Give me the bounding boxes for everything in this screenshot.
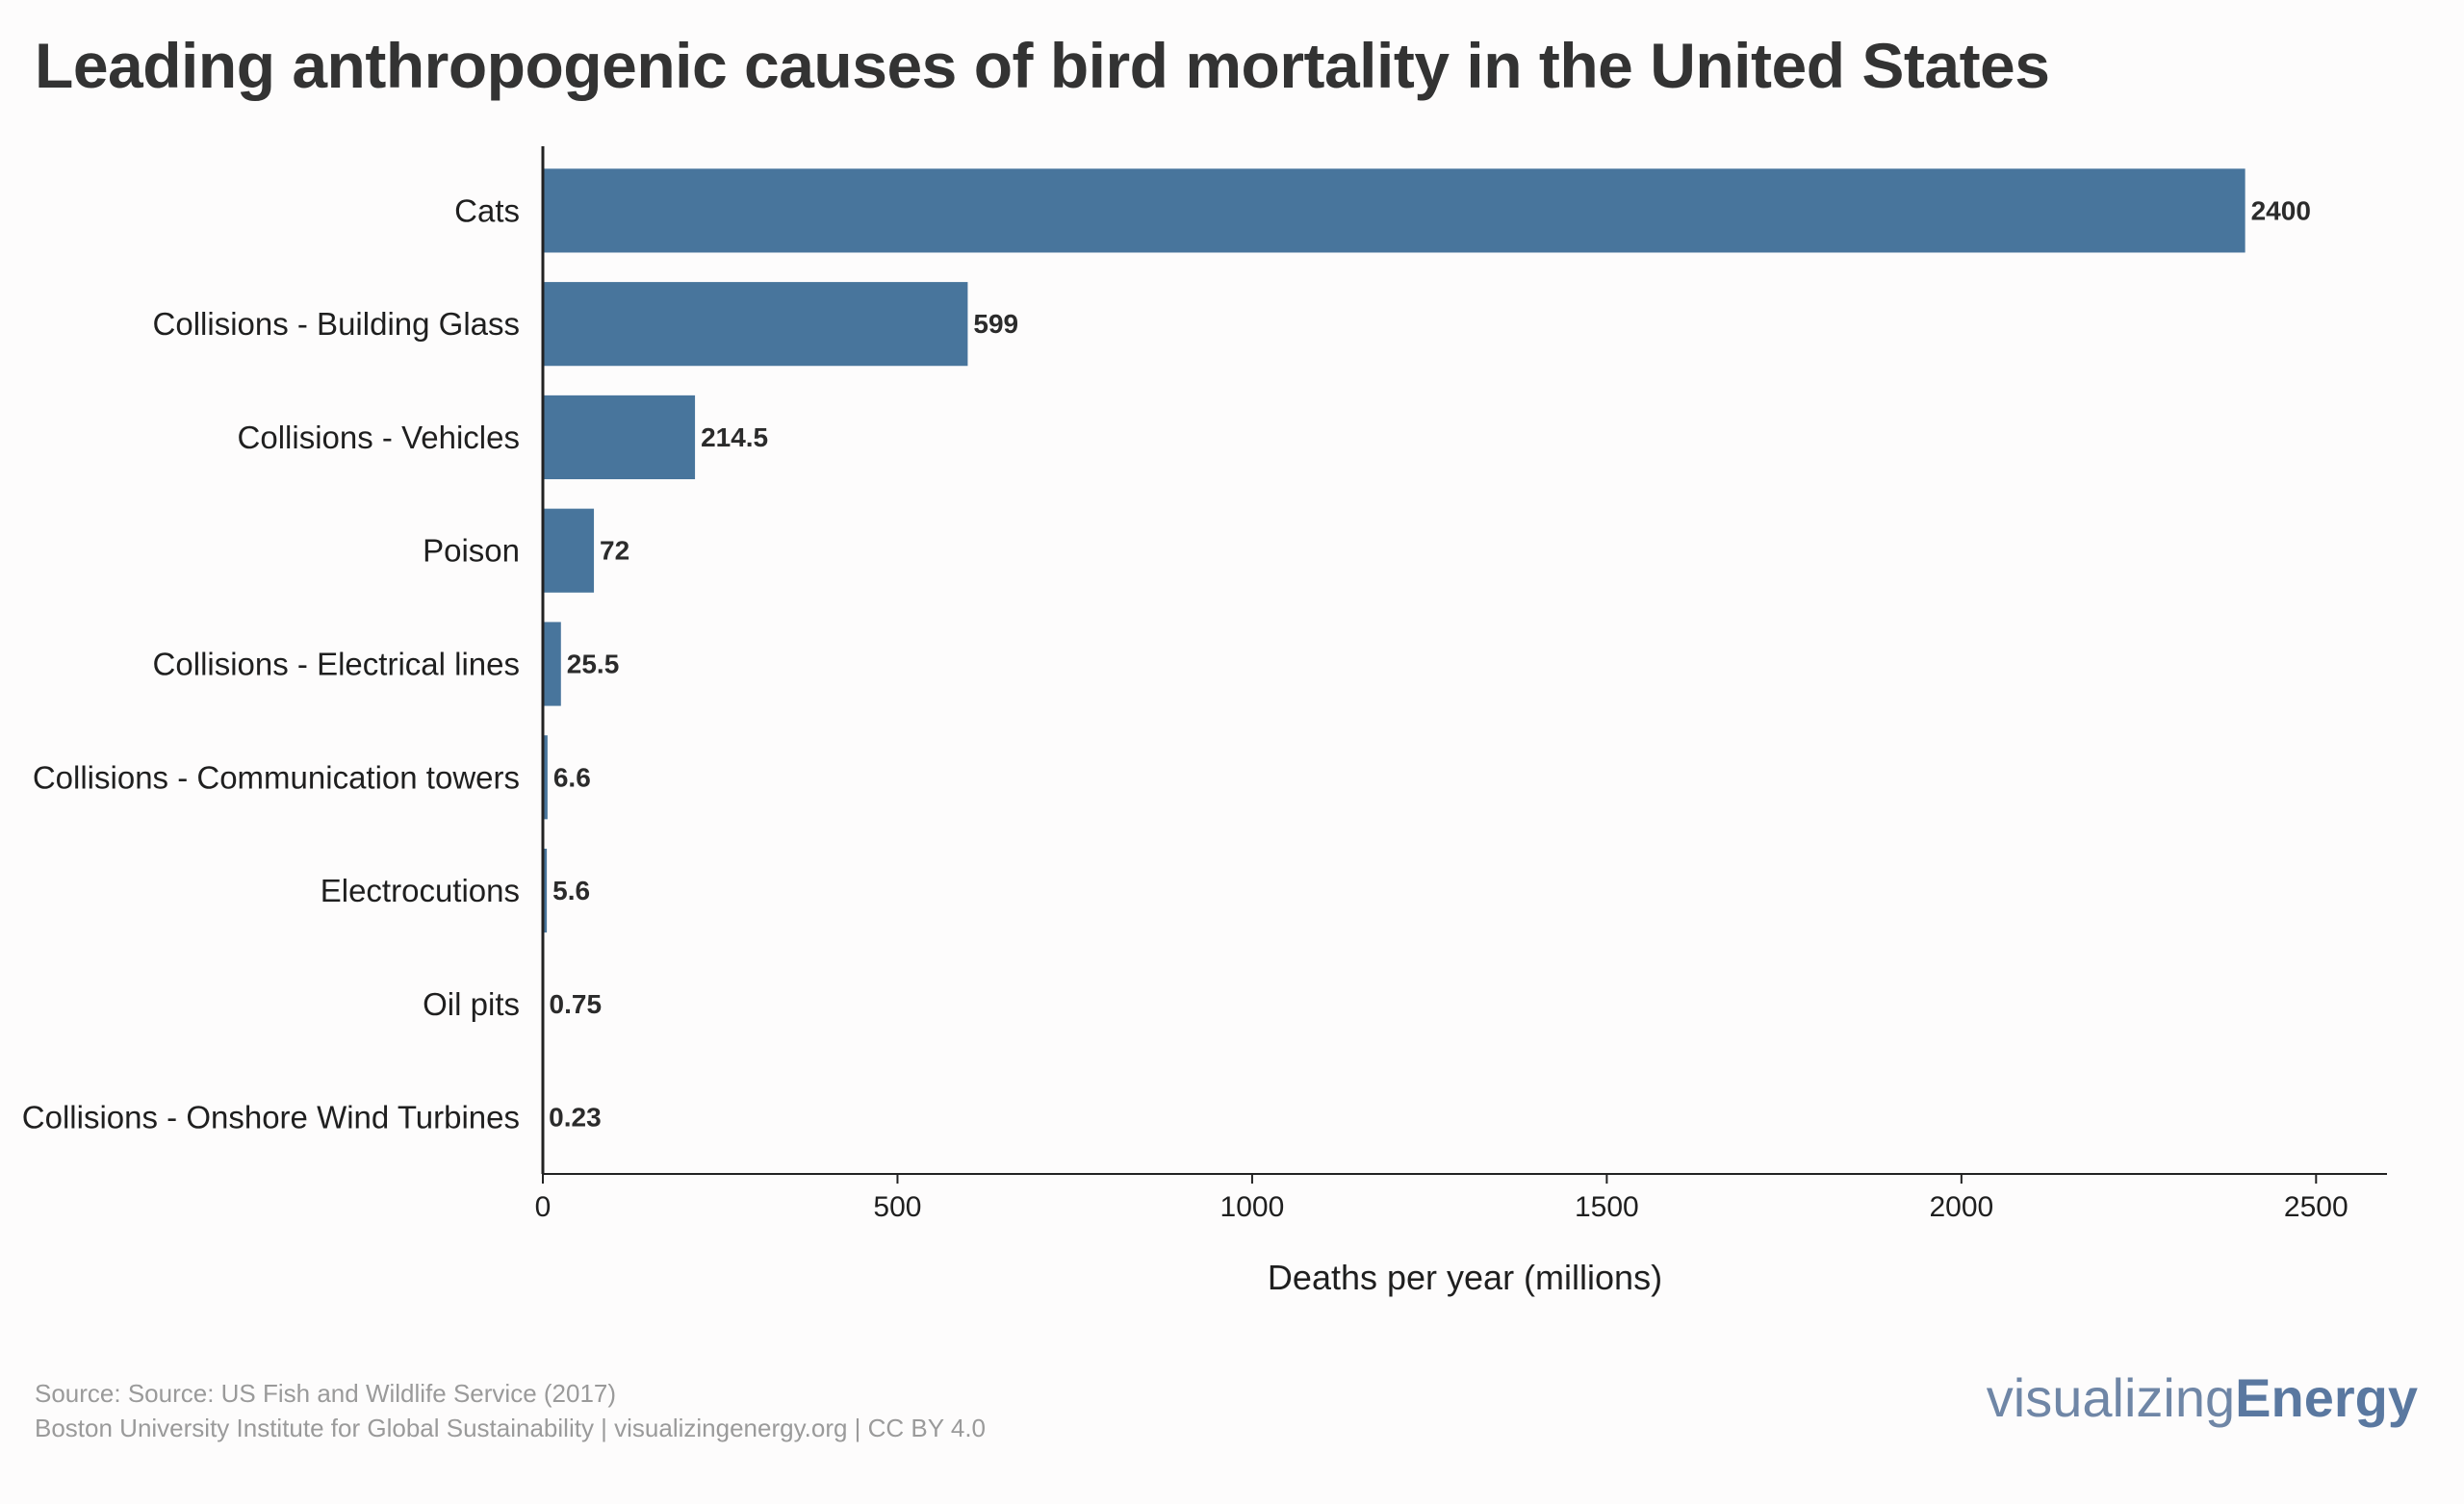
- value-label: 25.5: [567, 650, 620, 679]
- bar: [543, 735, 548, 820]
- credit-note: Boston University Institute for Global S…: [35, 1414, 987, 1442]
- bar: [543, 168, 2246, 253]
- x-tick-label: 1000: [1220, 1191, 1285, 1223]
- category-label: Collisions - Building Glass: [153, 306, 520, 342]
- value-label: 599: [973, 309, 1018, 339]
- source-note: Source: Source: US Fish and Wildlife Ser…: [35, 1379, 617, 1408]
- category-label: Collisions - Vehicles: [238, 420, 520, 455]
- footer: Source: Source: US Fish and Wildlife Ser…: [35, 1376, 986, 1445]
- x-tick-label: 0: [535, 1191, 552, 1223]
- category-label: Collisions - Onshore Wind Turbines: [22, 1100, 520, 1135]
- x-tick-label: 1500: [1575, 1191, 1639, 1223]
- bar: [543, 282, 968, 367]
- category-label: Cats: [454, 192, 520, 228]
- value-label: 72: [600, 536, 629, 566]
- bar: [543, 848, 548, 933]
- bar: [543, 622, 561, 706]
- value-label: 0.75: [550, 989, 603, 1019]
- category-labels: Cats Collisions - Building Glass Collision…: [22, 192, 520, 1134]
- x-axis: 0 500 1000 1500 2000 2500: [535, 1173, 2387, 1223]
- value-label: 0.23: [549, 1103, 602, 1133]
- logo-text-light: visualizing: [1986, 1367, 2236, 1428]
- bar: [543, 508, 595, 593]
- x-tick-label: 2000: [1929, 1191, 1993, 1223]
- value-label: 5.6: [552, 876, 590, 905]
- x-axis-title: Deaths per year (millions): [1268, 1258, 1662, 1297]
- category-label: Electrocutions: [321, 873, 520, 908]
- value-label: 2400: [2251, 195, 2311, 225]
- category-label: Oil pits: [423, 986, 520, 1022]
- value-label: 6.6: [553, 762, 591, 792]
- logo-text-bold: Energy: [2235, 1367, 2418, 1428]
- category-label: Poison: [423, 533, 520, 569]
- bar: [543, 395, 696, 480]
- value-labels: 2400 599 214.5 72 25.5 6.6 5.6 0.75 0.23: [549, 195, 2311, 1132]
- category-label: Collisions - Electrical lines: [153, 647, 520, 682]
- x-tick-label: 500: [873, 1191, 921, 1223]
- bars-group: [543, 168, 2246, 1160]
- bar-chart: Cats Collisions - Building Glass Collision…: [22, 146, 2387, 1297]
- chart-title: Leading anthropogenic causes of bird mor…: [35, 30, 2050, 101]
- value-label: 214.5: [701, 422, 768, 452]
- category-label: Collisions - Communication towers: [33, 759, 520, 795]
- visualizing-energy-logo: visualizingEnergy: [1987, 1366, 2418, 1429]
- x-tick-label: 2500: [2284, 1191, 2348, 1223]
